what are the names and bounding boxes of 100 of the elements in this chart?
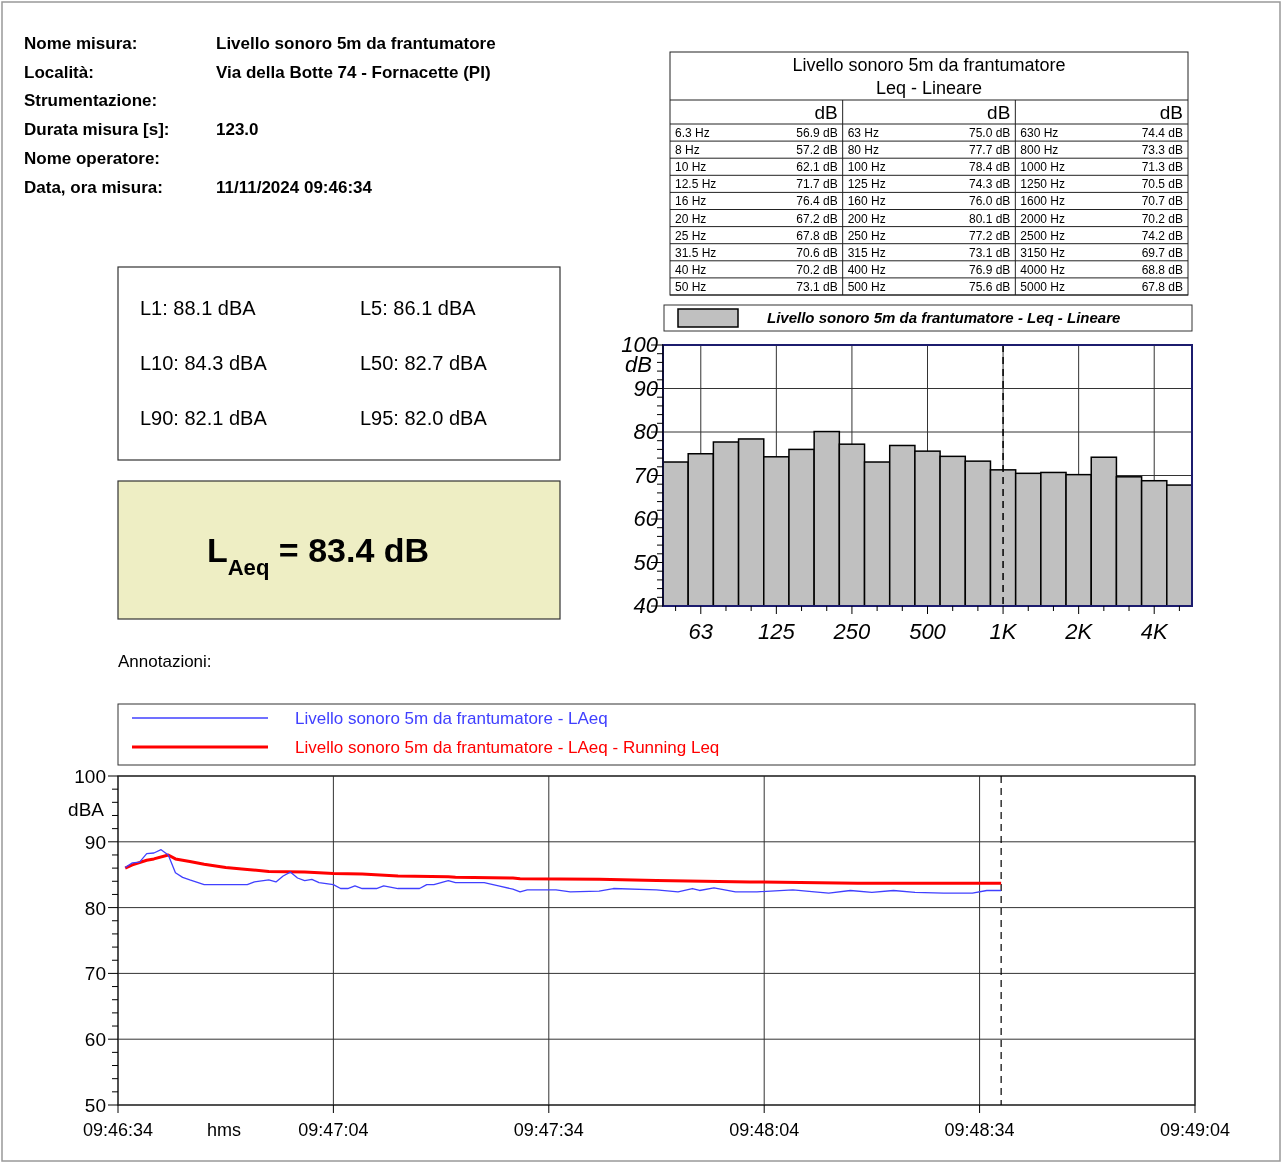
text: 70.5 dB — [1141, 177, 1183, 192]
text: dB — [814, 102, 838, 123]
text: 67.2 dB — [796, 211, 838, 226]
text: L10: 84.3 dBA — [140, 352, 268, 374]
text: 500 Hz — [847, 279, 886, 294]
text: 76.9 dB — [968, 262, 1011, 277]
text: 8 Hz — [675, 143, 700, 158]
text: 70.7 dB — [1141, 194, 1183, 209]
text: 71.7 dB — [796, 177, 838, 192]
text: 800 Hz — [1020, 143, 1059, 158]
y-tick-label: 50 — [84, 1095, 106, 1116]
text: 123.0 — [216, 120, 259, 140]
text: 5000 Hz — [1020, 279, 1066, 294]
text: L$_{Aeq}$ = 83.4 dB — [206, 531, 430, 580]
x-tick-label: 09:46:34 — [82, 1120, 154, 1140]
text: L1: 88.1 dBA — [140, 297, 257, 319]
text: 56.9 dB — [796, 126, 838, 140]
text: 74.4 dB — [1141, 126, 1183, 140]
text: 76.0 dB — [968, 194, 1011, 209]
text: 25 Hz — [675, 228, 707, 243]
text: 2000 Hz — [1020, 211, 1066, 226]
text: Via della Botte 74 - Fornacette (PI) — [216, 62, 491, 82]
text: dB — [987, 102, 1011, 123]
y-tick-label: 40 — [633, 593, 659, 618]
text: 67.8 dB — [1141, 279, 1183, 294]
x-tick-label: 09:47:34 — [513, 1120, 584, 1140]
text: Annotazioni: — [118, 652, 212, 671]
text: 68.8 dB — [1141, 262, 1183, 277]
text: 3150 Hz — [1020, 245, 1066, 260]
y-tick-label: 70 — [84, 963, 106, 985]
y-tick-label: 80 — [84, 897, 106, 919]
text: 75.0 dB — [968, 126, 1011, 140]
text: 70.2 dB — [796, 262, 838, 277]
text: 63 Hz — [847, 126, 880, 140]
x-tick-label: 09:49:04 — [1159, 1120, 1231, 1140]
text: 74.2 dB — [1141, 228, 1183, 243]
y-tick-label: 60 — [633, 506, 659, 531]
text: Data, ora misura: — [24, 177, 163, 197]
x-tick-label: 09:48:34 — [944, 1120, 1015, 1140]
text: 12.5 Hz — [675, 177, 717, 192]
text: 2500 Hz — [1020, 228, 1066, 243]
y-tick-label: 100 — [74, 766, 106, 787]
text: 71.3 dB — [1141, 160, 1183, 175]
text: Livello sonoro 5m da frantumatore - LAeq - Running Leq — [295, 738, 720, 757]
text: Livello sonoro 5m da frantumatore - LAeq — [295, 709, 608, 728]
text: Leq - Lineare — [875, 78, 983, 98]
text: 74.3 dB — [968, 177, 1011, 192]
text: 80.1 dB — [968, 211, 1011, 226]
y-axis-title: dBA — [68, 799, 105, 820]
text: Nome misura: — [24, 34, 138, 53]
legend-label: Livello sonoro 5m da frantumatore - Leq - Lineare — [767, 309, 1121, 326]
x-tick-label: 63 — [688, 619, 714, 644]
y-tick-label: 50 — [633, 549, 659, 575]
text: 73.1 dB — [968, 245, 1011, 260]
x-tick-label: 250 — [832, 619, 872, 644]
x-tick-label: 4K — [1140, 619, 1169, 644]
text: Livello sonoro 5m da frantumatore — [216, 34, 496, 53]
y-tick-label: 90 — [84, 831, 106, 853]
text: 69.7 dB — [1141, 245, 1183, 260]
text: Durata misura [s]: — [24, 120, 170, 140]
text: 315 Hz — [847, 245, 886, 260]
text: 1000 Hz — [1020, 160, 1066, 175]
text: Località: — [24, 62, 94, 82]
text: Strumentazione: — [24, 91, 158, 111]
text: L90: 82.1 dBA — [140, 407, 268, 429]
text: 73.3 dB — [1141, 143, 1183, 158]
x-tick-label: 500 — [909, 619, 947, 644]
text: 50 Hz — [675, 279, 707, 294]
text: 77.2 dB — [968, 228, 1011, 243]
text: 75.6 dB — [968, 279, 1011, 294]
text: 630 Hz — [1020, 126, 1059, 140]
line-series — [123, 853, 1003, 885]
text: 77.7 dB — [968, 143, 1011, 158]
text: 78.4 dB — [968, 160, 1011, 175]
y-tick-label: 60 — [84, 1029, 106, 1051]
text: Livello sonoro 5m da frantumatore — [792, 55, 1066, 75]
x-axis-title: hms — [206, 1120, 242, 1140]
text: 16 Hz — [675, 194, 707, 209]
y-tick-label: 70 — [633, 462, 659, 488]
text: 67.8 dB — [796, 228, 838, 243]
text: dB — [1159, 102, 1183, 123]
text: 400 Hz — [847, 262, 886, 277]
x-tick-label: 1K — [989, 619, 1018, 644]
x-tick-label: 2K — [1064, 619, 1094, 644]
text: 200 Hz — [847, 211, 886, 226]
text: L95: 82.0 dBA — [360, 407, 488, 429]
text: 40 Hz — [675, 262, 707, 277]
y-tick-label: 90 — [633, 375, 659, 401]
text: 62.1 dB — [796, 160, 838, 175]
text: Nome operatore: — [24, 148, 161, 168]
text: 1600 Hz — [1020, 194, 1066, 209]
x-tick-label: 09:48:04 — [729, 1120, 800, 1140]
text: 6.3 Hz — [675, 126, 710, 140]
text: 125 Hz — [847, 177, 886, 192]
text: 160 Hz — [847, 194, 886, 209]
text: 76.4 dB — [796, 194, 838, 209]
text: 100 Hz — [847, 160, 886, 175]
text: 250 Hz — [847, 228, 886, 243]
text: 11/11/2024 09:46:34 — [216, 177, 373, 197]
text: 73.1 dB — [796, 279, 838, 294]
